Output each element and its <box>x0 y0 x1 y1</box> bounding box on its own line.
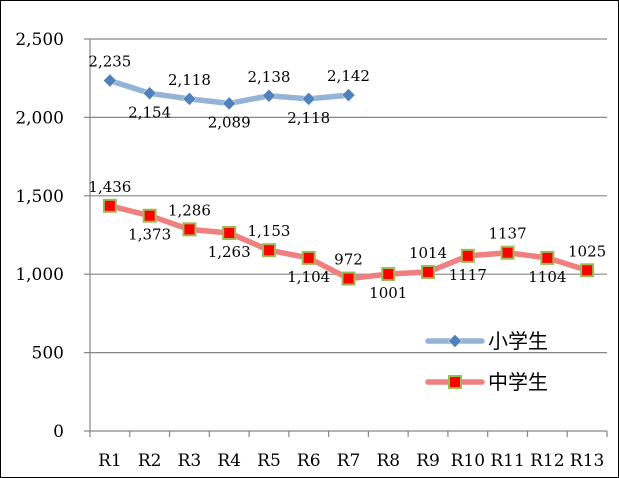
data-label: 1,436 <box>88 178 131 196</box>
data-label: 1,153 <box>247 222 290 240</box>
x-tick-label: R10 <box>451 451 485 471</box>
axes: 0 500 1,000 1,500 2,000 2,500 R1 R2 R3 R4 R5 R6 R7 R8… <box>15 30 608 471</box>
data-point <box>102 198 117 213</box>
x-tick-label: R7 <box>337 451 361 471</box>
legend-label-2: 中学生 <box>488 370 548 394</box>
data-label: 2,235 <box>88 53 131 71</box>
data-point <box>222 96 237 111</box>
x-tick-label: R4 <box>217 451 241 471</box>
data-label: 1104 <box>528 268 566 286</box>
data-point <box>301 250 316 265</box>
data-label: 972 <box>334 251 363 269</box>
data-label: 1025 <box>568 242 606 260</box>
data-label: 1,263 <box>208 243 251 261</box>
x-tick-label: R5 <box>257 451 281 471</box>
data-point <box>262 88 276 103</box>
x-tick-label: R1 <box>98 451 122 471</box>
data-point <box>222 225 237 240</box>
data-label: 2,138 <box>247 68 290 86</box>
x-tick-label: R11 <box>490 451 524 471</box>
data-point <box>341 88 356 102</box>
x-tick-label: R2 <box>138 451 162 471</box>
data-point <box>103 73 117 88</box>
legend-label-1: 小学生 <box>488 329 548 353</box>
y-tick-label: 2,000 <box>15 108 64 128</box>
data-label: 2,118 <box>168 71 211 89</box>
data-label: 1117 <box>449 266 487 284</box>
data-label: 2,154 <box>128 103 171 121</box>
data-label: 2,118 <box>287 109 330 127</box>
data-point <box>301 92 316 106</box>
data-point <box>142 86 157 101</box>
y-tick-label: 1,000 <box>15 265 64 285</box>
data-point <box>381 267 396 282</box>
x-tick-label: R12 <box>530 451 564 471</box>
data-point <box>580 263 595 278</box>
data-point <box>142 208 157 223</box>
data-point <box>182 92 197 106</box>
data-label: 2,142 <box>327 67 370 85</box>
y-tick-label: 1,500 <box>15 187 64 207</box>
data-label: 1001 <box>369 284 407 302</box>
x-tick-label: R13 <box>570 451 604 471</box>
legend-marker-1 <box>448 334 462 348</box>
data-point <box>182 222 197 237</box>
data-labels: 2,235 2,154 2,118 2,089 2,138 2,118 2,142 1,436… <box>88 53 606 302</box>
data-label: 2,089 <box>208 113 251 131</box>
data-label: 1014 <box>409 244 447 262</box>
y-tick-label: 2,500 <box>15 30 64 50</box>
x-tick-label: R6 <box>297 451 321 471</box>
x-tick-label: R8 <box>376 451 400 471</box>
legend-marker-2 <box>448 375 462 389</box>
data-label: 1,286 <box>168 201 211 219</box>
data-point <box>421 265 436 280</box>
y-tick-label: 0 <box>53 422 64 442</box>
data-point <box>500 245 515 260</box>
x-tick-label: R3 <box>178 451 202 471</box>
data-point <box>261 243 276 258</box>
y-tick-label: 500 <box>32 344 64 364</box>
data-label: 1,104 <box>287 268 330 286</box>
data-label: 1137 <box>488 225 526 243</box>
data-point <box>540 250 555 265</box>
data-point <box>341 271 356 286</box>
data-label: 1,373 <box>128 226 171 244</box>
series <box>102 73 595 286</box>
data-point <box>460 248 475 263</box>
x-tick-label: R9 <box>416 451 440 471</box>
